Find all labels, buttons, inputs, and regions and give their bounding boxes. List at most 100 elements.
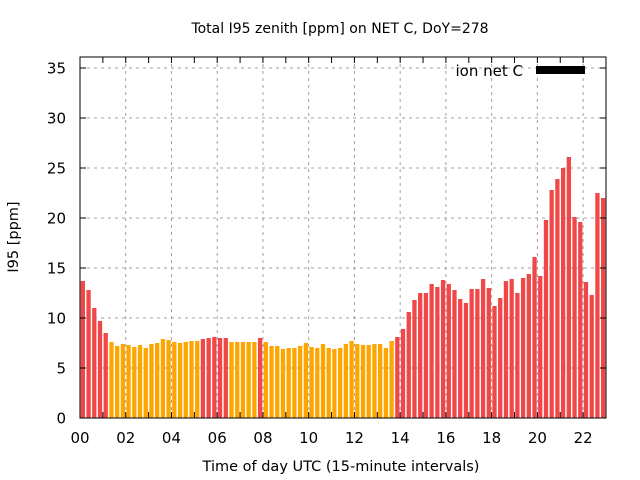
bar	[235, 342, 240, 418]
bar	[503, 281, 509, 418]
y-tick-label: 20	[47, 210, 66, 228]
x-tick-label: 12	[345, 429, 364, 447]
y-tick-label: 15	[47, 260, 66, 278]
bar	[269, 346, 274, 418]
x-tick-label: 10	[299, 429, 318, 447]
bar	[555, 179, 560, 418]
bar	[86, 290, 91, 418]
bar	[155, 343, 160, 418]
x-tick-label: 16	[436, 429, 455, 447]
bar	[372, 344, 377, 418]
bar	[366, 345, 371, 418]
bar	[440, 280, 446, 418]
bar	[589, 295, 594, 418]
bar	[315, 348, 320, 418]
bar	[240, 342, 246, 418]
x-tick-label: 22	[574, 429, 593, 447]
bar	[246, 342, 251, 418]
bar	[538, 276, 543, 418]
bar	[343, 344, 349, 418]
bar	[492, 306, 497, 418]
bar	[480, 279, 486, 418]
bar	[418, 293, 423, 418]
bar	[360, 345, 366, 418]
bar	[80, 281, 86, 418]
legend: ion net C	[456, 62, 585, 80]
bar	[212, 337, 217, 418]
bar	[103, 333, 108, 418]
axis-ticks	[79, 57, 607, 419]
y-tick-label: 35	[47, 60, 66, 78]
bar	[389, 341, 394, 418]
bar	[137, 345, 143, 418]
x-tick-labels: 00 02 04 06 08 10 12 14 16 18 20 22	[70, 429, 592, 447]
x-tick-label: 02	[116, 429, 135, 447]
bar	[412, 300, 417, 418]
y-tick-label: 0	[56, 410, 66, 428]
legend-swatch	[536, 66, 585, 74]
bar	[423, 293, 429, 418]
bar	[126, 345, 131, 418]
bar	[583, 282, 589, 418]
bar	[326, 348, 331, 418]
bar	[458, 299, 463, 418]
x-tick-label: 20	[528, 429, 547, 447]
bar	[109, 342, 114, 418]
bar	[195, 341, 200, 418]
bar	[520, 278, 526, 418]
bar	[177, 343, 183, 418]
y-axis-label: I95 [ppm]	[6, 201, 22, 272]
chart-title: Total I95 zenith [ppm] on NET C, DoY=278	[190, 21, 488, 37]
bar	[446, 284, 451, 418]
bar	[303, 343, 308, 418]
bar	[595, 193, 600, 418]
bar	[257, 338, 263, 418]
bar	[452, 290, 457, 418]
bar	[149, 344, 154, 418]
bar	[200, 339, 206, 418]
x-tick-label: 00	[70, 429, 89, 447]
y-tick-label: 25	[47, 160, 66, 178]
bar	[549, 190, 554, 418]
bar	[435, 287, 440, 418]
bar	[166, 340, 171, 418]
bar	[498, 298, 503, 418]
bar	[132, 347, 137, 418]
bar	[469, 289, 474, 418]
bar	[183, 342, 188, 418]
x-tick-label: 18	[482, 429, 501, 447]
x-tick-label: 14	[391, 429, 410, 447]
bar	[275, 346, 280, 418]
bar	[560, 168, 566, 418]
bar	[526, 274, 531, 418]
bar	[475, 289, 480, 418]
bar	[337, 348, 343, 418]
bar	[297, 346, 303, 418]
bar	[378, 344, 383, 418]
plot-frame	[79, 56, 607, 419]
bar	[172, 342, 177, 418]
bar	[355, 344, 360, 418]
y-tick-labels: 0 5 10 15 20 25 30 35	[47, 60, 66, 428]
bar	[143, 348, 148, 418]
bar	[578, 222, 583, 418]
x-axis-label: Time of day UTC (15-minute intervals)	[202, 459, 480, 475]
bar	[309, 347, 314, 418]
x-tick-label: 04	[162, 429, 181, 447]
bar	[395, 337, 400, 418]
bar	[115, 346, 120, 418]
bar	[349, 341, 354, 418]
bar	[160, 339, 166, 418]
bars	[80, 157, 606, 418]
bar	[292, 348, 297, 418]
bar	[543, 220, 549, 418]
bar	[206, 338, 211, 418]
bar	[97, 321, 103, 418]
bar	[566, 157, 571, 418]
bar	[263, 342, 268, 418]
bar	[229, 342, 234, 418]
bar	[332, 349, 337, 418]
bar	[429, 284, 434, 418]
y-tick-label: 10	[47, 310, 66, 328]
